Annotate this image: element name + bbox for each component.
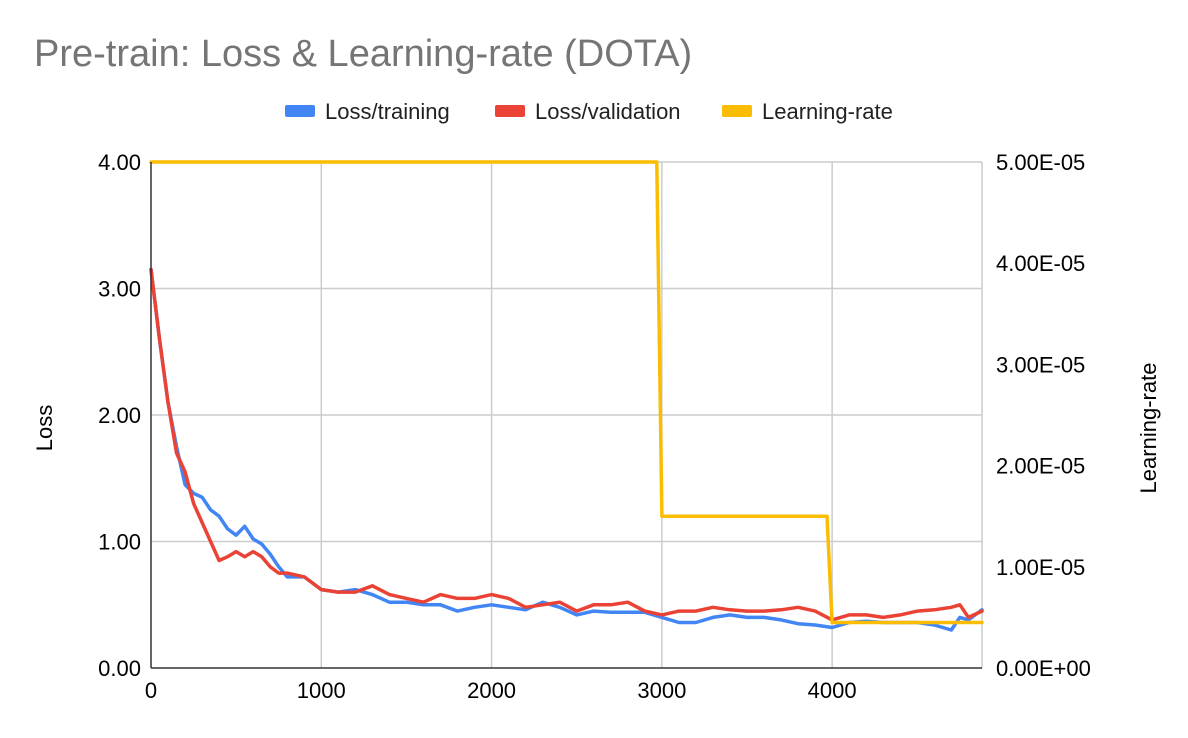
y-axis-title: Loss <box>32 405 57 451</box>
axes <box>150 162 982 669</box>
y2-tick-label: 2.00E-05 <box>996 454 1085 479</box>
x-tick-label: 2000 <box>467 678 516 703</box>
y2-tick-label: 5.00E-05 <box>996 150 1085 175</box>
legend-swatch <box>495 105 525 117</box>
legend-item: Loss/training <box>285 99 450 124</box>
legend: Loss/training Loss/validation Learning-rat… <box>285 99 893 124</box>
legend-item: Learning-rate <box>722 99 893 124</box>
legend-label: Loss/validation <box>535 99 681 124</box>
y-tick-label: 0.00 <box>98 656 141 681</box>
y2-tick-label: 4.00E-05 <box>996 251 1085 276</box>
tick-labels: 0.00 1.00 2.00 3.00 4.00 0.00E+00 1.00E-05 2.00… <box>98 150 1091 703</box>
series-line-loss-validation <box>149 267 984 622</box>
y-tick-label: 2.00 <box>98 403 141 428</box>
y2-tick-label: 0.00E+00 <box>996 656 1091 681</box>
x-tick-label: 3000 <box>637 678 686 703</box>
y2-axis-title: Learning-rate <box>1136 363 1161 494</box>
y2-tick-label: 3.00E-05 <box>996 352 1085 377</box>
legend-swatch <box>285 105 315 117</box>
legend-label: Learning-rate <box>762 99 893 124</box>
y-tick-label: 3.00 <box>98 277 141 302</box>
grid <box>151 161 983 668</box>
legend-item: Loss/validation <box>495 99 681 124</box>
legend-label: Loss/training <box>325 99 450 124</box>
x-tick-label: 0 <box>145 678 157 703</box>
y-tick-label: 1.00 <box>98 530 141 555</box>
x-tick-label: 1000 <box>297 678 346 703</box>
y-tick-label: 4.00 <box>98 150 141 175</box>
chart-title: Pre-train: Loss & Learning-rate (DOTA) <box>34 33 692 75</box>
series-line-loss-training <box>149 267 984 632</box>
series-line-learning-rate <box>149 160 984 625</box>
y2-tick-label: 1.00E-05 <box>996 555 1085 580</box>
x-tick-label: 4000 <box>808 678 857 703</box>
legend-swatch <box>722 105 752 117</box>
series-layer <box>149 160 984 632</box>
